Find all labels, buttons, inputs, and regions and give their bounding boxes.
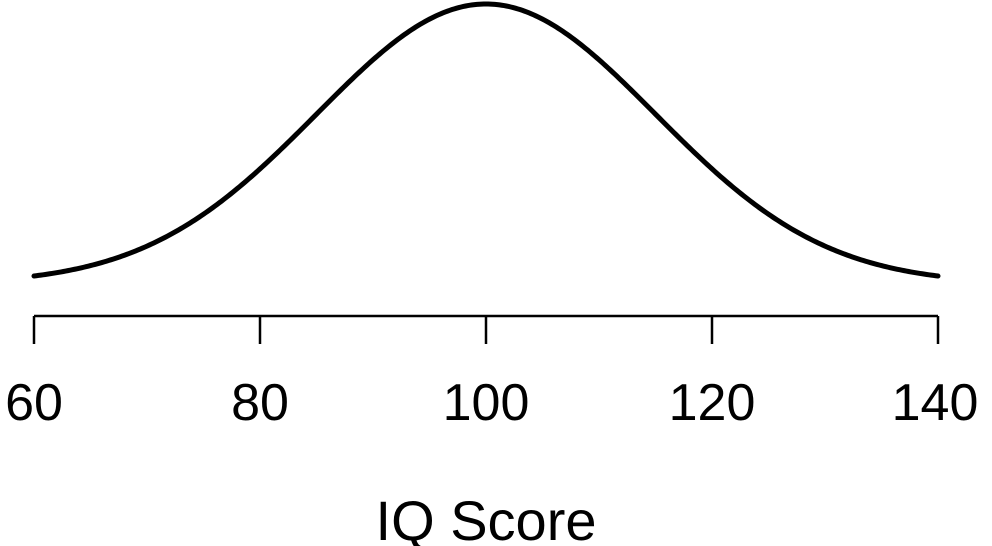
x-tick-label-80: 80 — [231, 374, 289, 432]
x-tick-label-60: 60 — [5, 374, 63, 432]
x-tick-label-140: 140 — [892, 374, 979, 432]
density-curve — [31, 1, 941, 279]
x-tick-label-100: 100 — [443, 374, 530, 432]
plot-area — [31, 1, 941, 279]
x-tick-label-120: 120 — [669, 374, 756, 432]
x-axis-title: IQ Score — [376, 489, 597, 546]
x-axis: 60 80 100 120 140 IQ Score — [5, 314, 979, 546]
